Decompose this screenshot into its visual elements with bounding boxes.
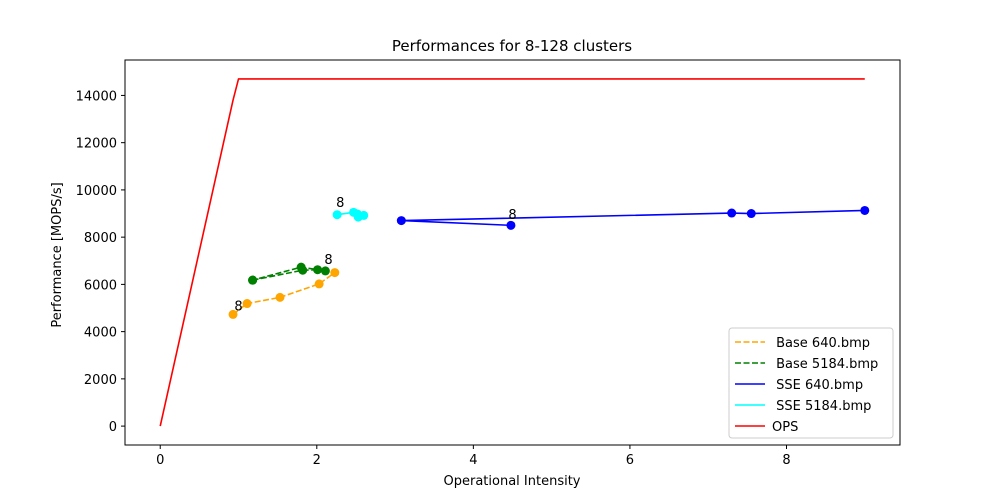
y-tick-label: 0: [109, 420, 117, 435]
data-point-1-2: [313, 265, 323, 275]
data-point-2-0: [506, 220, 516, 230]
annotation-label: 8: [234, 299, 242, 314]
legend-box: [728, 327, 894, 439]
plot-frame: [124, 59, 901, 446]
x-axis: 0 2 4 6 8: [156, 445, 791, 468]
data-point-2-2: [727, 208, 737, 218]
x-axis-label: Operational Intensity: [444, 474, 581, 489]
data-point-2-3: [746, 209, 756, 219]
annotation-label: 8: [324, 253, 332, 268]
data-point-2-4: [860, 205, 870, 215]
legend-label-3: SSE 5184.bmp: [772, 399, 871, 414]
y-axis: 0 2000 4000 6000 8000 10000 12000 14000: [76, 89, 125, 435]
chart-title: Performances for 8-128 clusters: [392, 37, 632, 55]
x-tick-label: 4: [469, 453, 477, 468]
legend-label-2: SSE 640.bmp: [772, 378, 863, 393]
data-point-0-2: [275, 292, 285, 302]
series-line-4: [159, 78, 865, 427]
data-point-1-5: [248, 275, 258, 285]
x-tick-label: 2: [313, 453, 321, 468]
x-tick-label: 6: [626, 453, 634, 468]
series-line-2: [400, 209, 865, 227]
y-tick-label: 6000: [84, 278, 117, 293]
data-point-1-3: [320, 266, 330, 276]
data-point-0-4: [330, 268, 340, 278]
legend: Base 640.bmp Base 5184.bmp SSE 640.bmp S…: [728, 327, 894, 439]
legend-label-4: OPS: [772, 420, 798, 435]
x-tick-label: 0: [156, 453, 164, 468]
y-axis-label: Performance [MOPS/s]: [50, 182, 65, 327]
annotation-label: 8: [336, 196, 344, 211]
data-point-0-1: [242, 299, 252, 309]
plot-area: 8 8 8 8: [124, 59, 901, 446]
y-tick-label: 14000: [76, 89, 117, 104]
x-tick-label: 8: [782, 453, 790, 468]
legend-label-1: Base 5184.bmp: [772, 357, 878, 372]
data-point-1-4: [296, 262, 306, 272]
y-tick-label: 12000: [76, 137, 117, 152]
data-point-3-0: [332, 210, 342, 220]
data-point-3-4: [353, 209, 362, 219]
data-point-2-1: [396, 216, 406, 226]
data-point-0-3: [314, 279, 324, 289]
y-tick-label: 8000: [84, 231, 117, 246]
y-tick-label: 10000: [76, 184, 117, 199]
annotation-label: 8: [508, 208, 516, 223]
y-tick-label: 2000: [84, 373, 117, 388]
legend-label-0: Base 640.bmp: [772, 336, 870, 351]
data-point-0-0: [228, 309, 238, 319]
y-tick-label: 4000: [84, 326, 117, 341]
